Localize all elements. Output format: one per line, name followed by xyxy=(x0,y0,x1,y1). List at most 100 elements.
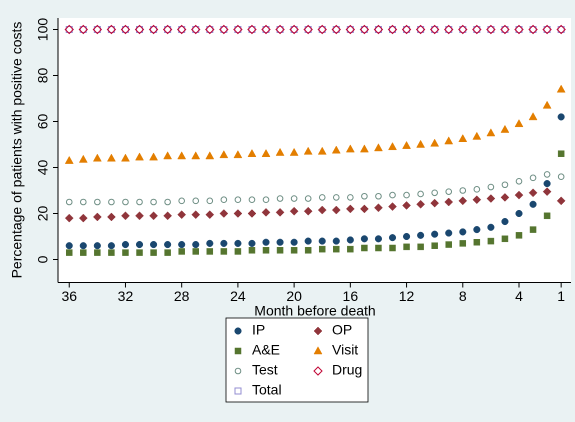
point xyxy=(373,24,384,35)
point xyxy=(247,209,257,218)
point xyxy=(220,196,228,203)
point xyxy=(108,249,115,256)
point xyxy=(500,124,510,133)
point xyxy=(205,210,215,220)
point xyxy=(303,146,313,155)
x-tick-label: 8 xyxy=(459,288,467,304)
point xyxy=(374,203,383,213)
point xyxy=(417,190,424,198)
point xyxy=(401,24,412,35)
point xyxy=(359,24,370,35)
point xyxy=(247,24,257,35)
x-tick-label: 16 xyxy=(343,288,359,304)
point xyxy=(318,194,326,201)
x-axis-label: Month before death xyxy=(254,303,375,319)
point xyxy=(403,232,411,241)
point xyxy=(529,226,537,233)
point xyxy=(472,195,482,205)
legend-marker xyxy=(234,387,242,395)
point xyxy=(65,249,73,256)
point xyxy=(444,24,454,35)
point xyxy=(262,247,270,254)
x-tick-label: 20 xyxy=(286,288,302,304)
point xyxy=(219,209,229,218)
point xyxy=(402,201,411,210)
point xyxy=(205,24,215,35)
legend-label: IP xyxy=(252,322,265,338)
point xyxy=(542,24,552,35)
point xyxy=(431,26,439,33)
point xyxy=(177,151,187,160)
point xyxy=(501,26,509,33)
point xyxy=(262,196,270,203)
point xyxy=(403,191,410,199)
point xyxy=(107,212,116,222)
legend-label: Visit xyxy=(332,342,358,358)
point xyxy=(514,190,524,200)
point xyxy=(106,153,116,162)
point xyxy=(94,249,101,256)
point xyxy=(361,244,368,252)
legend-marker xyxy=(313,326,323,336)
point xyxy=(346,236,354,244)
point xyxy=(417,231,425,239)
point xyxy=(290,247,298,254)
point xyxy=(487,223,495,231)
point xyxy=(331,205,341,215)
point xyxy=(557,150,565,157)
point xyxy=(192,248,199,255)
point xyxy=(121,153,130,162)
point xyxy=(289,24,299,35)
point xyxy=(473,239,481,246)
point xyxy=(557,26,565,33)
point xyxy=(80,249,87,256)
point xyxy=(388,142,397,151)
point xyxy=(191,24,201,35)
point xyxy=(148,24,159,35)
point xyxy=(106,24,117,35)
point xyxy=(388,202,397,211)
point xyxy=(387,24,398,35)
point xyxy=(261,207,271,217)
point xyxy=(543,26,551,33)
point xyxy=(458,196,468,206)
point xyxy=(318,26,326,33)
point xyxy=(94,198,101,206)
point xyxy=(303,24,313,35)
point xyxy=(317,205,327,215)
point xyxy=(429,24,440,35)
point xyxy=(458,24,468,35)
point xyxy=(248,247,256,254)
point xyxy=(528,112,538,121)
point xyxy=(149,152,158,161)
point xyxy=(234,248,242,255)
point xyxy=(487,237,495,245)
legend-label: Drug xyxy=(332,362,362,378)
point xyxy=(107,26,115,33)
point xyxy=(178,241,186,249)
point xyxy=(529,200,537,208)
legend-label: Total xyxy=(252,382,282,398)
point xyxy=(459,187,467,194)
point xyxy=(374,235,382,243)
point xyxy=(458,134,468,142)
point xyxy=(430,198,440,208)
point xyxy=(444,136,454,145)
legend-label: A&E xyxy=(252,342,280,358)
point xyxy=(206,248,214,255)
plot-area xyxy=(58,18,571,283)
point xyxy=(192,26,200,33)
point xyxy=(121,26,129,33)
point xyxy=(303,206,313,216)
point xyxy=(233,209,243,218)
point xyxy=(374,26,382,33)
point xyxy=(290,195,298,202)
point xyxy=(275,207,285,217)
point xyxy=(528,24,538,35)
point xyxy=(318,237,326,245)
point xyxy=(360,235,368,243)
point xyxy=(500,193,510,202)
point xyxy=(542,187,552,197)
point xyxy=(486,128,496,137)
point xyxy=(79,242,87,250)
